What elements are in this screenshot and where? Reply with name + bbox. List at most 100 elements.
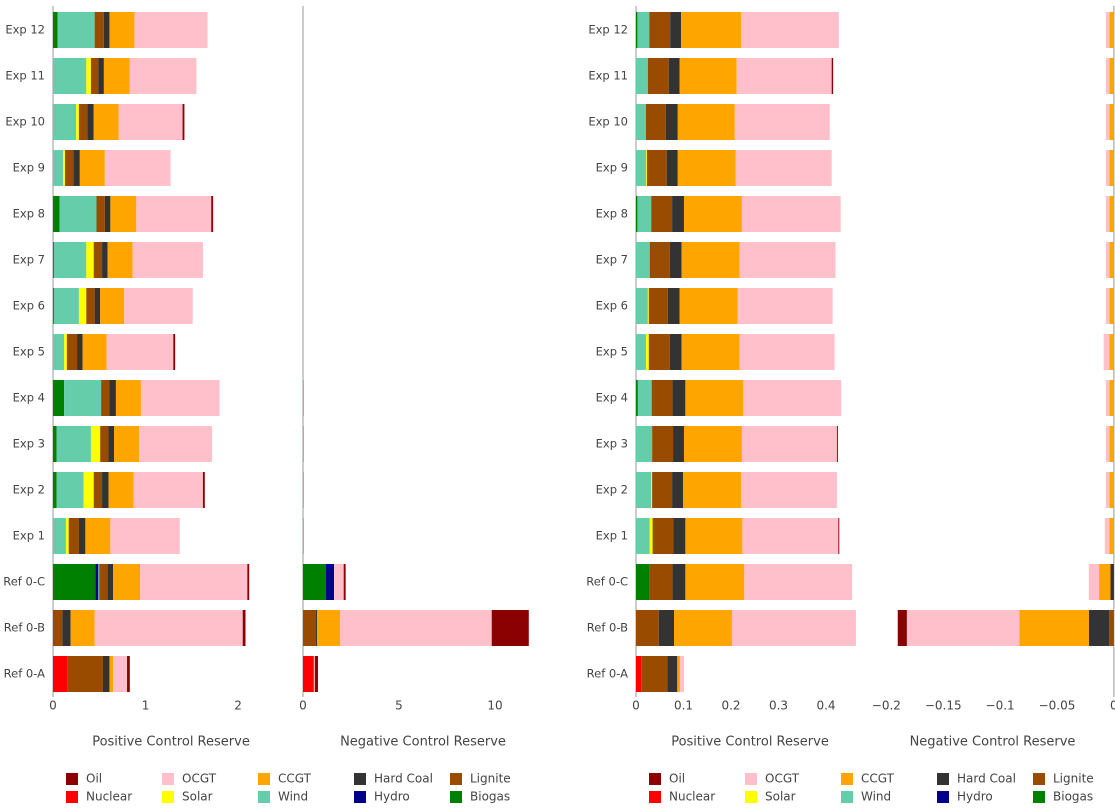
bar-segment [673, 426, 684, 462]
bar-segment [1088, 564, 1100, 600]
bar-segment [127, 656, 130, 692]
bar-segment [739, 242, 836, 278]
legend-label: CCGT [861, 772, 895, 786]
bar-segment [1109, 242, 1114, 278]
bar-segment [651, 196, 673, 232]
x-tick-label: 2 [234, 699, 242, 713]
bar-segment [740, 472, 837, 508]
bar-segment [90, 426, 101, 462]
bar-segment [649, 242, 670, 278]
bar-segment [53, 656, 68, 692]
bar-segment [647, 58, 669, 94]
bar-segment [636, 12, 638, 48]
bar-segment [636, 196, 638, 232]
x-axis-label: Positive Control Reserve [92, 735, 250, 750]
legend-swatch [354, 773, 366, 785]
bar-segment [139, 426, 213, 462]
legend-swatch [745, 791, 757, 803]
legend-label: Oil [86, 772, 102, 786]
bar-segment [683, 426, 742, 462]
bar-segment [98, 564, 100, 600]
bar-segment [641, 656, 668, 692]
bar-segment [680, 656, 684, 692]
bar-segment [303, 472, 304, 508]
bar-segment [303, 610, 317, 646]
bar-segment [326, 564, 335, 600]
bar-segment [1109, 288, 1114, 324]
x-axis-label: Negative Control Reserve [910, 735, 1076, 750]
legend-label: Biogas [470, 790, 510, 804]
bar-segment [343, 564, 346, 600]
bar-segment [56, 426, 91, 462]
bar-segment [93, 472, 103, 508]
bar-segment [906, 610, 1020, 646]
bar-segment [96, 196, 105, 232]
bar-segment [677, 656, 681, 692]
bar-segment [636, 656, 642, 692]
bar-segment [107, 564, 114, 600]
bar-segment [645, 104, 666, 140]
bar-segment [636, 150, 646, 186]
bar-segment [637, 12, 650, 48]
x-tick-label: 0 [299, 699, 307, 713]
bar-segment [736, 58, 832, 94]
bar-segment [636, 288, 648, 324]
category-label: Exp 7 [13, 253, 45, 267]
legend-swatch [450, 773, 462, 785]
x-tick-label: −0.2 [872, 699, 901, 713]
bar-segment [1109, 334, 1114, 370]
bar-segment [140, 380, 220, 416]
bar-segment [1109, 12, 1114, 48]
bar-segment [53, 518, 66, 554]
bar-segment [636, 380, 638, 416]
bar-segment [59, 196, 97, 232]
legend-label: Oil [669, 772, 685, 786]
legend-swatch [66, 791, 78, 803]
legend-label: Hydro [374, 790, 410, 804]
bar-segment [658, 610, 674, 646]
bar-segment [53, 58, 87, 94]
bar-segment [1109, 518, 1114, 554]
bar-segment [636, 334, 646, 370]
bar-segment [118, 104, 183, 140]
bar-segment [636, 610, 659, 646]
category-label: Exp 9 [596, 161, 628, 175]
bar-segment [340, 610, 492, 646]
bar-segment [685, 518, 743, 554]
bar-segment [670, 12, 682, 48]
bar-segment [741, 426, 837, 462]
bar-segment [78, 288, 87, 324]
bar-segment [649, 518, 653, 554]
bar-segment [645, 334, 649, 370]
bar-segment [334, 564, 344, 600]
bar-segment [636, 104, 646, 140]
category-label: Exp 2 [596, 483, 628, 497]
bar-segment [78, 104, 88, 140]
bar-segment [679, 58, 737, 94]
bar-segment [247, 564, 250, 600]
bar-segment [53, 380, 65, 416]
bar-segment [109, 656, 114, 692]
bar-segment [124, 288, 193, 324]
bar-segment [134, 12, 208, 48]
bar-segment [672, 380, 686, 416]
bar-segment [1110, 564, 1114, 600]
bar-segment [109, 380, 116, 416]
bar-segment [669, 334, 682, 370]
bar-segment [312, 656, 314, 692]
category-label: Exp 3 [596, 437, 628, 451]
bar-segment [182, 104, 185, 140]
legend-swatch [841, 791, 853, 803]
bar-segment [102, 472, 109, 508]
bar-segment [737, 288, 833, 324]
bar-segment [672, 564, 686, 600]
x-tick-label: 5 [395, 699, 403, 713]
legend-swatch [649, 773, 661, 785]
bar-segment [133, 472, 203, 508]
legend-label: OCGT [765, 772, 800, 786]
bar-segment [103, 58, 130, 94]
bar-segment [113, 564, 140, 600]
legend-label: OCGT [182, 772, 217, 786]
bar-segment [98, 58, 104, 94]
bar-segment [665, 104, 678, 140]
